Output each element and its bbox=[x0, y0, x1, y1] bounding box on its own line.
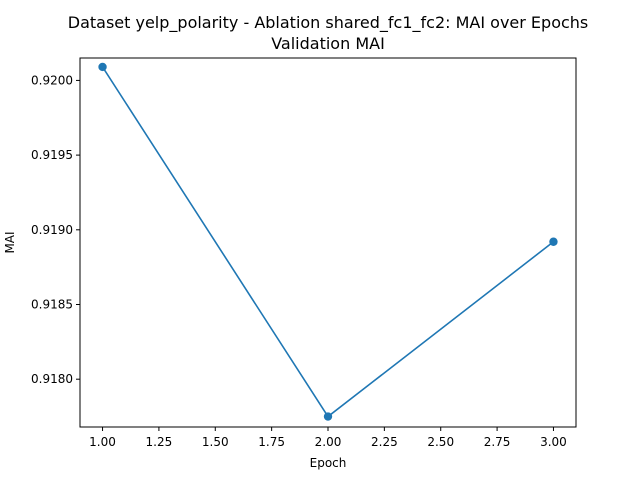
x-tick-label: 2.00 bbox=[315, 435, 342, 449]
plot-area bbox=[79, 57, 577, 428]
y-tick-label: 0.9180 bbox=[31, 372, 73, 386]
series-layer bbox=[98, 62, 558, 421]
chart-title: Dataset yelp_polarity - Ablation shared_… bbox=[68, 13, 589, 33]
x-tick-label: 2.25 bbox=[371, 435, 398, 449]
chart-subtitle: Validation MAI bbox=[271, 34, 385, 53]
x-tick-label: 1.00 bbox=[89, 435, 116, 449]
y-tick-label: 0.9200 bbox=[31, 73, 73, 87]
y-axis-label: MAI bbox=[3, 231, 17, 253]
x-tick-label: 2.75 bbox=[484, 435, 511, 449]
x-tick-label: 1.50 bbox=[202, 435, 229, 449]
y-tick-label: 0.9190 bbox=[31, 223, 73, 237]
x-axis-ticks: 1.00 1.25 1.50 1.75 2.00 2.25 2.50 2.75 3.00 bbox=[89, 427, 567, 449]
series-line bbox=[101, 66, 554, 418]
x-tick-label: 3.00 bbox=[540, 435, 567, 449]
x-tick-label: 1.75 bbox=[258, 435, 285, 449]
y-tick-label: 0.9195 bbox=[31, 148, 73, 162]
x-tick-label: 1.25 bbox=[146, 435, 173, 449]
y-axis-ticks: 0.9180 0.9185 0.9190 0.9195 0.9200 bbox=[31, 73, 80, 386]
x-axis-label: Epoch bbox=[310, 456, 347, 470]
data-point bbox=[549, 237, 558, 246]
y-tick-label: 0.9185 bbox=[31, 297, 73, 311]
data-point bbox=[98, 62, 107, 72]
data-point bbox=[323, 412, 333, 421]
x-tick-label: 2.50 bbox=[427, 435, 454, 449]
